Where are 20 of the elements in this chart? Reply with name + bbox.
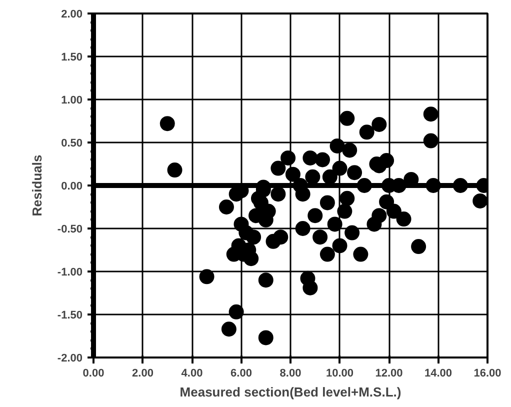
x-tick-label: 0.00 xyxy=(82,368,104,380)
y-axis-title: Residuals xyxy=(29,154,44,216)
y-tick-label: -2.00 xyxy=(57,352,83,364)
x-tick-label: 2.00 xyxy=(132,368,154,380)
y-tick-label: 2.00 xyxy=(61,8,83,20)
x-tick-label: 12.00 xyxy=(375,368,403,380)
y-tick-label: 1.00 xyxy=(61,94,83,106)
y-tick-label: -1.50 xyxy=(57,310,83,322)
y-tick-label: 0.00 xyxy=(61,180,83,192)
x-tick-label: 14.00 xyxy=(424,368,452,380)
y-tick-label: -1.00 xyxy=(57,266,83,278)
x-tick-label: 10.00 xyxy=(326,368,354,380)
x-axis-title: Measured section(Bed level+M.S.L.) xyxy=(180,384,402,400)
x-tick-label: 8.00 xyxy=(280,368,302,380)
x-tick-label: 16.00 xyxy=(474,368,502,380)
x-tick-label: 4.00 xyxy=(181,368,203,380)
y-tick-label: 1.50 xyxy=(61,52,83,64)
y-tick-label: -0.50 xyxy=(57,224,83,236)
x-tick-label: 6.00 xyxy=(230,368,252,380)
y-tick-label: 0.50 xyxy=(61,138,83,150)
